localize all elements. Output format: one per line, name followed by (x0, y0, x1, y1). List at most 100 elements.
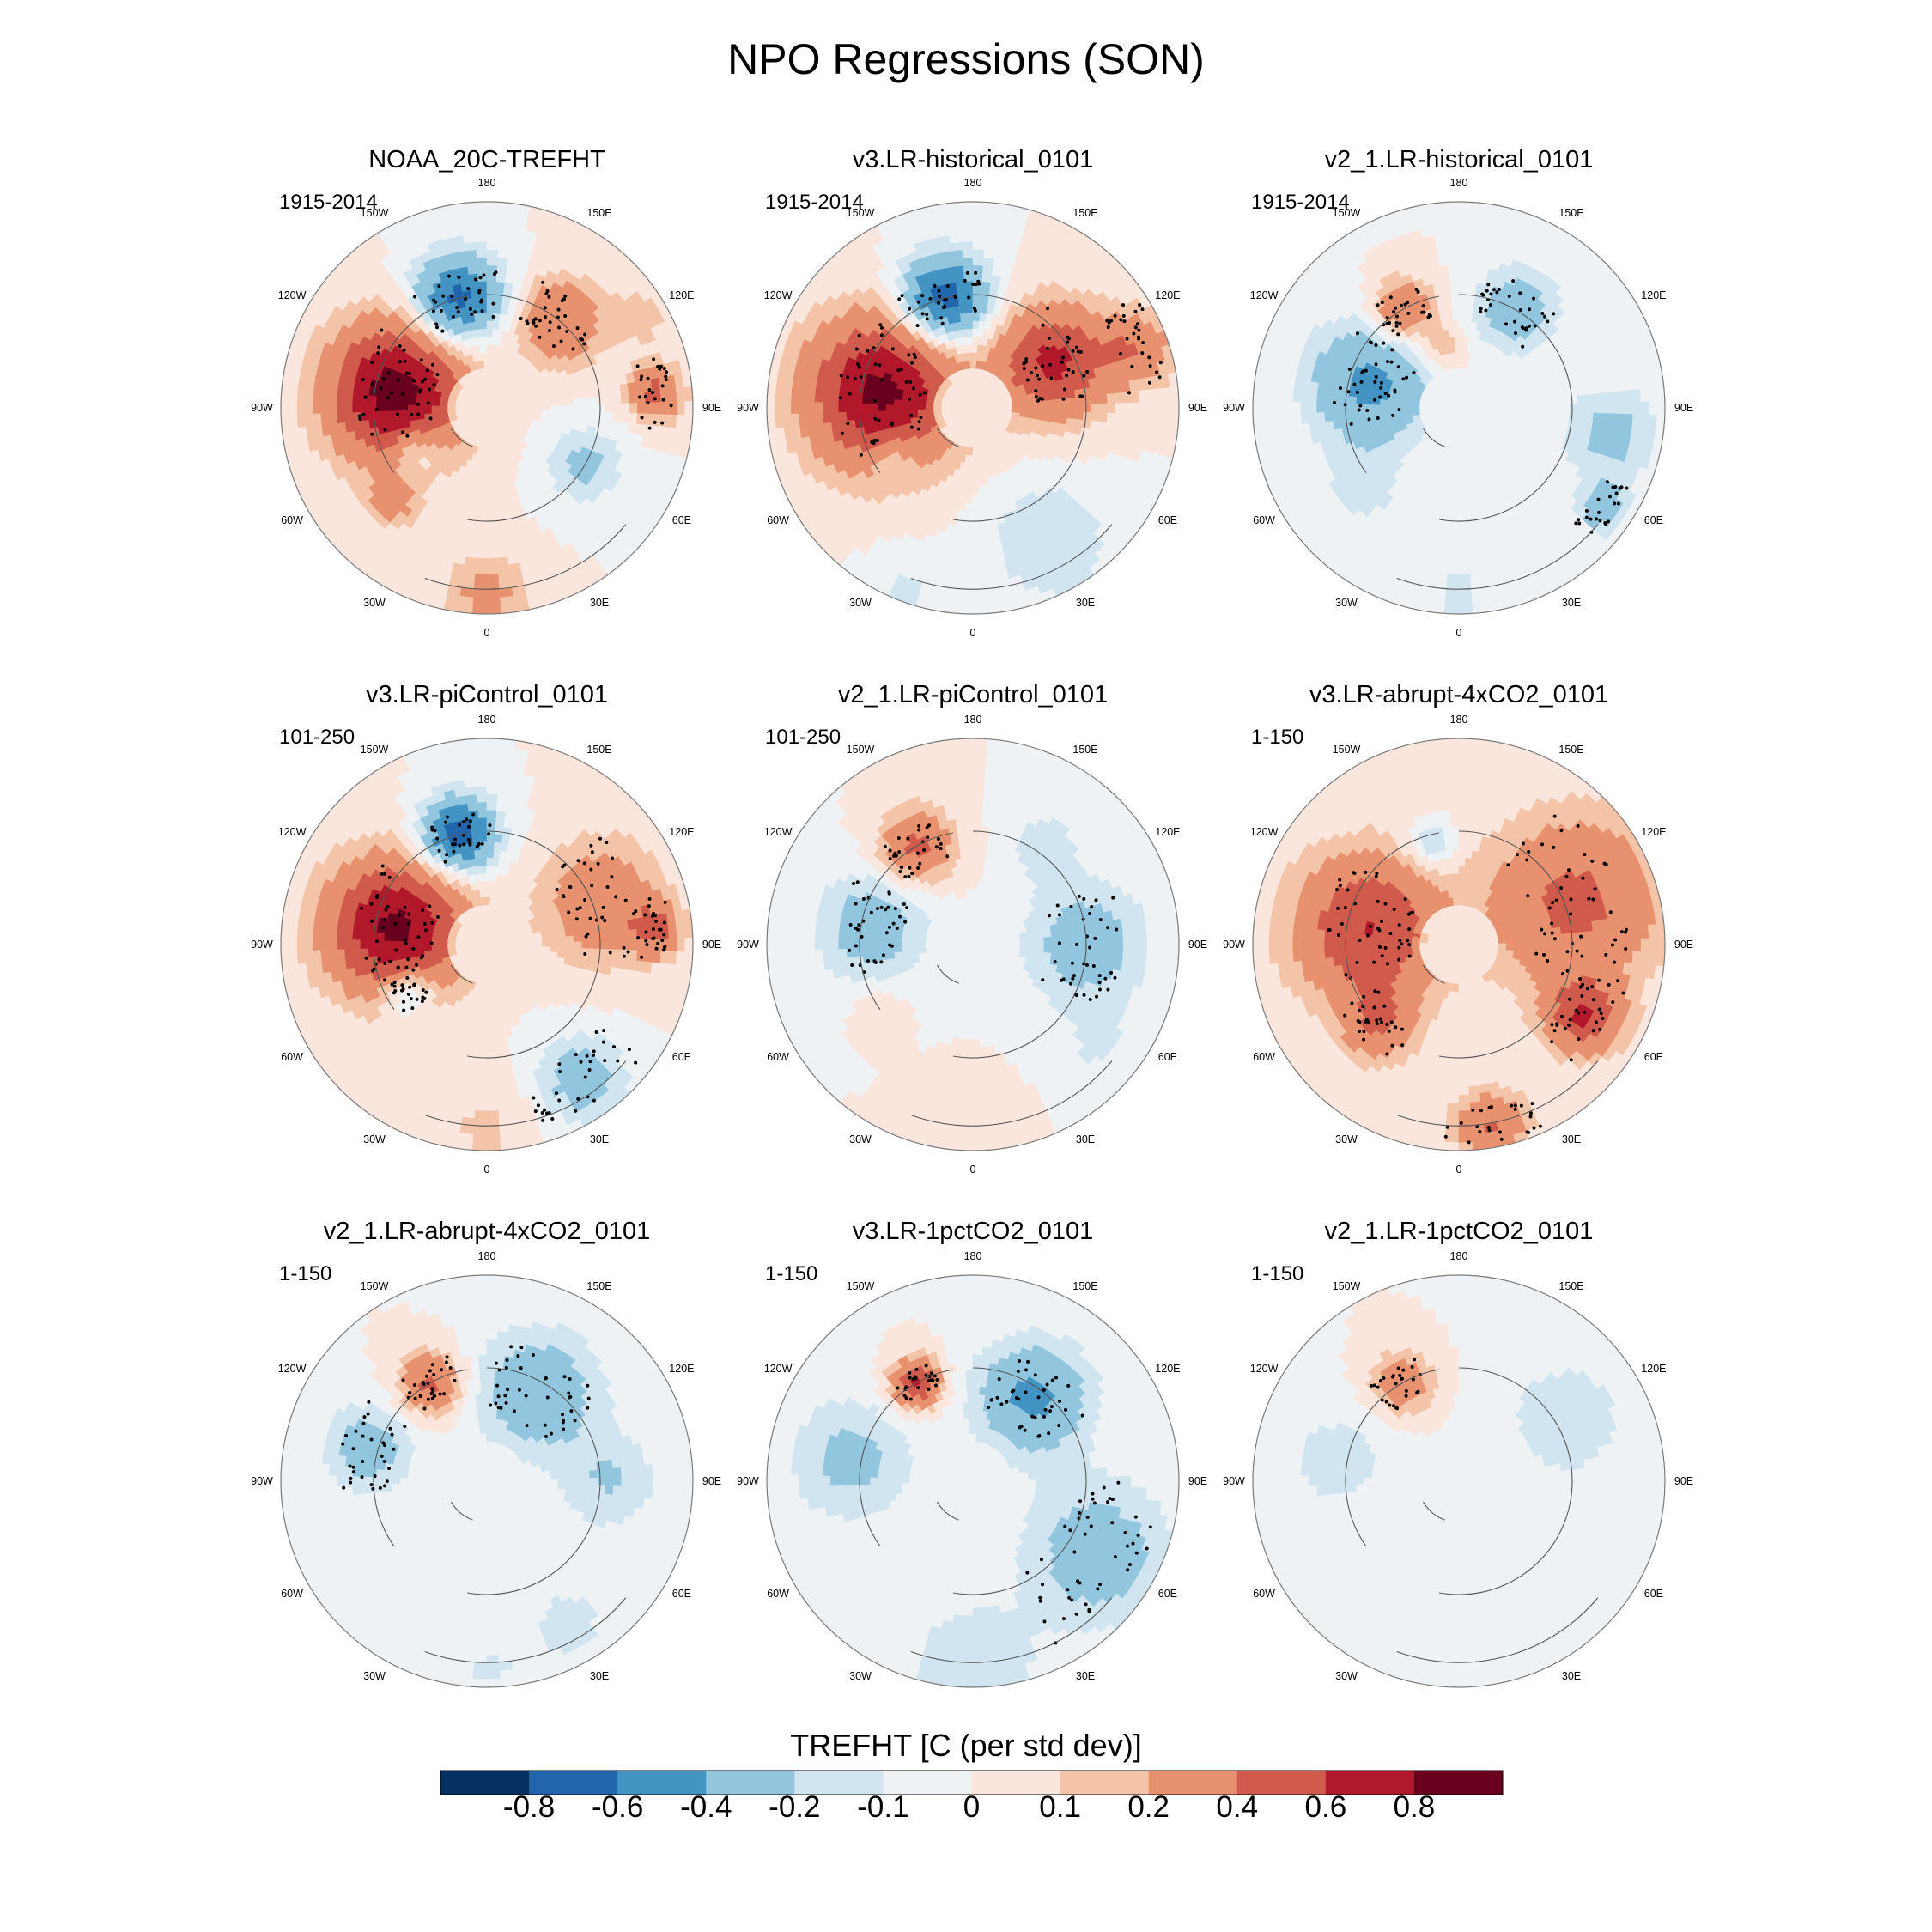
map-panel: 180150E120E90E60E30E030W60W90W120W150W (251, 177, 721, 639)
stipple-dot (1620, 485, 1624, 489)
stipple-dot (898, 915, 902, 919)
longitude-label: 0 (484, 1163, 490, 1176)
stipple-dot (1521, 325, 1524, 329)
stipple-dot (408, 372, 411, 375)
stipple-dot (908, 875, 911, 878)
stipple-dot (1397, 958, 1400, 962)
stipple-dot (1585, 516, 1589, 519)
panel-period: 1-150 (1251, 726, 1303, 750)
stipple-dot (550, 1117, 554, 1121)
stipple-dot (569, 1409, 573, 1413)
stipple-dot (1546, 319, 1549, 323)
stipple-dot (926, 835, 929, 839)
stipple-dot (664, 375, 667, 379)
stipple-dot (1585, 509, 1589, 513)
stipple-dot (1072, 1550, 1076, 1553)
stipple-dot (595, 1030, 598, 1034)
stipple-dot (438, 849, 441, 853)
stipple-dot (1382, 342, 1385, 345)
stipple-dot (1035, 395, 1038, 398)
stipple-dot (1559, 886, 1563, 890)
stipple-dot (1377, 928, 1381, 932)
stipple-dot (1606, 480, 1609, 483)
longitude-label: 120E (669, 289, 694, 301)
stipple-dot (453, 838, 457, 841)
stipple-dot (479, 301, 483, 304)
stipple-dot (1087, 1610, 1091, 1613)
stipple-dot (1583, 1011, 1586, 1014)
stipple-dot (659, 928, 663, 932)
stipple-dot (1615, 492, 1619, 495)
stipple-dot (436, 915, 440, 919)
stipple-dot (1068, 1528, 1072, 1532)
stipple-dot (410, 997, 413, 1000)
stipple-dot (917, 824, 920, 828)
longitude-label: 120E (669, 1363, 694, 1375)
stipple-dot (587, 1397, 591, 1400)
longitude-label: 30E (590, 597, 609, 609)
longitude-label: 60W (1253, 514, 1275, 526)
stipple-dot (391, 1433, 394, 1437)
stipple-dot (1110, 1521, 1114, 1524)
stipple-dot (427, 1398, 430, 1401)
stipple-dot (1356, 331, 1359, 335)
stipple-dot (1604, 523, 1607, 526)
stipple-dot (1041, 324, 1044, 327)
stipple-dot (891, 347, 895, 350)
stipple-dot (1613, 485, 1617, 489)
stipple-dot (432, 383, 435, 386)
map-panel: 180150E120E90E60E30E030W60W90W120W150W (737, 177, 1207, 639)
stipple-dot (1385, 1023, 1388, 1026)
stipple-dot (880, 906, 884, 909)
stipple-dot (1487, 1129, 1491, 1133)
stipple-dot (1149, 364, 1152, 368)
colorbar-tick-label: 0.4 (1216, 1790, 1258, 1825)
stipple-dot (1398, 1374, 1401, 1377)
stipple-dot (1140, 307, 1144, 311)
stipple-dot (1510, 1104, 1513, 1108)
stipple-dot (971, 283, 975, 286)
stipple-dot (1078, 1511, 1081, 1515)
stipple-dot (1335, 888, 1339, 891)
longitude-label: 90E (1188, 1475, 1207, 1487)
stipple-dot (589, 844, 592, 848)
stipple-dot (1613, 939, 1617, 942)
stipple-dot (1598, 1008, 1601, 1012)
stipple-dot (1051, 1378, 1054, 1382)
stipple-dot (1364, 871, 1367, 874)
stipple-dot (1569, 913, 1572, 916)
stipple-dot (1106, 988, 1109, 992)
stipple-dot (413, 1383, 416, 1387)
stipple-dot (930, 1371, 933, 1375)
stipple-dot (1613, 501, 1616, 505)
stipple-dot (1072, 974, 1076, 977)
stipple-dot (426, 368, 429, 372)
longitude-label: 120E (669, 826, 694, 838)
stipple-dot (445, 1360, 448, 1364)
stipple-dot (1385, 1400, 1388, 1404)
stipple-dot (1400, 1043, 1404, 1047)
stipple-dot (921, 312, 925, 315)
panel-title: v2_1.LR-piControl_0101 (732, 681, 1213, 709)
stipple-dot (430, 1387, 434, 1390)
longitude-label: 0 (1456, 1163, 1462, 1176)
stipple-dot (1085, 963, 1089, 967)
stipple-dot (1390, 1044, 1394, 1048)
stipple-dot (866, 349, 869, 353)
stipple-dot (898, 870, 902, 873)
stipple-dot (611, 856, 614, 860)
stipple-dot (1519, 308, 1522, 312)
stipple-dot (999, 1402, 1003, 1406)
stipple-dot (557, 325, 561, 329)
stipple-dot (1069, 982, 1072, 986)
stipple-dot (380, 329, 383, 332)
stipple-dot (390, 392, 393, 395)
stipple-dot (1328, 928, 1332, 932)
stipple-dot (1471, 1109, 1474, 1112)
stipple-dot (586, 1406, 589, 1410)
stipple-dot (1060, 361, 1064, 364)
stipple-dot (544, 1435, 548, 1438)
stipple-dot (561, 1413, 564, 1416)
stipple-dot (1086, 1516, 1090, 1519)
regression-field (1253, 202, 1665, 614)
